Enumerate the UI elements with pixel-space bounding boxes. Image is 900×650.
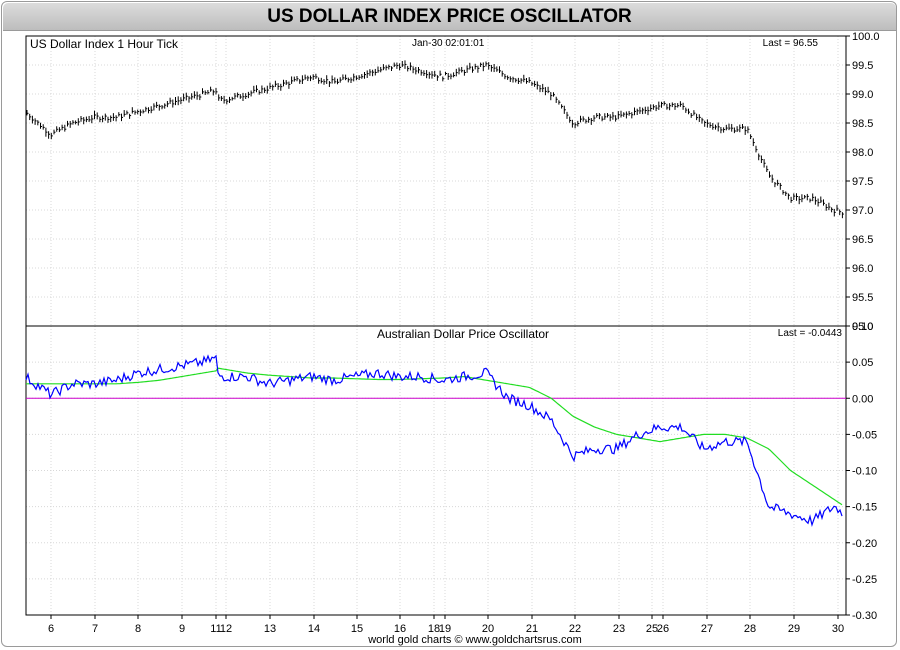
price-y-tick-label: 99.0 (852, 89, 873, 101)
price-y-tick-label: 95.0 (852, 321, 873, 333)
price-bars (26, 60, 844, 219)
page-title: US DOLLAR INDEX PRICE OSCILLATOR (267, 6, 632, 27)
x-tick-label: 6 (48, 623, 54, 635)
price-y-tick-label: 96.0 (852, 263, 873, 275)
oscillator-y-tick-label: -0.15 (852, 502, 877, 514)
x-tick-label: 19 (439, 623, 451, 635)
x-tick-label: 7 (92, 623, 98, 635)
x-tick-label: 30 (832, 623, 844, 635)
price-last-value: Last = 96.55 (763, 38, 819, 49)
price-y-tick-label: 95.5 (852, 292, 873, 304)
x-tick-label: 26 (657, 623, 669, 635)
x-tick-label: 8 (135, 623, 141, 635)
oscillator-y-tick-label: -0.20 (852, 538, 877, 550)
x-tick-label: 28 (744, 623, 756, 635)
x-tick-label: 27 (701, 623, 713, 635)
oscillator-last-value: Last = -0.0443 (778, 328, 843, 339)
x-tick-label: 12 (220, 623, 232, 635)
oscillator-y-tick-label: -0.25 (852, 574, 877, 586)
oscillator-grid (26, 325, 846, 616)
oscillator-y-tick-label: 0.00 (852, 393, 873, 405)
x-tick-label: 18 (428, 623, 440, 635)
x-tick-label: 14 (308, 623, 320, 635)
price-y-tick-label: 96.5 (852, 234, 873, 246)
oscillator-y-tick-label: 0.10 (852, 321, 873, 333)
oscillator-y-tick-label: -0.05 (852, 429, 877, 441)
x-tick-label: 23 (613, 623, 625, 635)
signal-line (26, 367, 843, 506)
oscillator-y-ticks: 0.10 0.05 0.00 -0.05 -0.10 -0.15 -0.20 -0.25 -0.… (846, 321, 877, 622)
price-y-tick-label: 99.5 (852, 60, 873, 72)
x-tick-label: 9 (179, 623, 185, 635)
oscillator-y-tick-label: 0.05 (852, 357, 873, 369)
price-y-tick-label: 97.5 (852, 176, 873, 188)
price-y-tick-label: 100.0 (852, 31, 880, 43)
oscillator-panel-title: Australian Dollar Price Oscillator (377, 327, 549, 341)
price-panel-title: US Dollar Index 1 Hour Tick (30, 37, 179, 51)
x-tick-label: 11 (210, 623, 221, 635)
x-tick-label: 13 (264, 623, 276, 635)
x-tick-label: 25 (646, 623, 658, 635)
title-bar: US DOLLAR INDEX PRICE OSCILLATOR (3, 3, 896, 31)
price-y-tick-label: 98.0 (852, 147, 873, 159)
x-tick-label: 22 (569, 623, 581, 635)
price-y-tick-label: 97.0 (852, 205, 873, 217)
x-tick-label: 15 (351, 623, 363, 635)
price-y-tick-label: 98.5 (852, 118, 873, 130)
oscillator-y-tick-label: -0.10 (852, 466, 877, 478)
oscillator-line (25, 354, 843, 528)
oscillator-y-tick-label: -0.30 (852, 610, 877, 622)
price-y-ticks: 100.0 99.5 99.0 98.5 98.0 97.5 97.0 96.5 96.0 95.… (846, 31, 880, 333)
x-tick-label: 20 (482, 623, 494, 635)
price-grid (26, 35, 846, 327)
x-tick-label: 21 (526, 623, 538, 635)
x-tick-label: 16 (394, 623, 406, 635)
footer-credit: world gold charts © www.goldchartsrus.co… (367, 634, 582, 646)
price-timestamp: Jan-30 02:01:01 (412, 38, 485, 49)
x-tick-label: 29 (788, 623, 800, 635)
